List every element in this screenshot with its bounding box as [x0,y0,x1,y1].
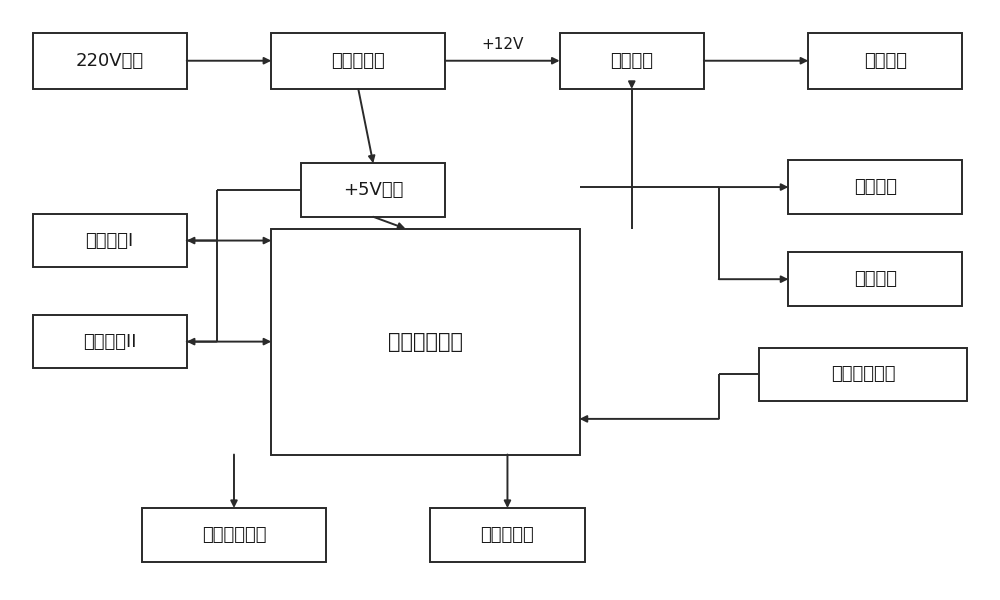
Bar [33,32,187,89]
Text: 加热系统: 加热系统 [854,178,897,196]
Bar [430,508,585,562]
Text: 220V电源: 220V电源 [76,52,144,70]
Text: 散热系统I: 散热系统I [86,232,134,250]
Text: 微电脑处理器: 微电脑处理器 [388,332,463,352]
Bar [560,32,704,89]
Bar [788,253,962,306]
Text: +12V: +12V [481,37,524,52]
Bar [33,315,187,368]
Text: 点火系统: 点火系统 [854,270,897,288]
Text: 档位系统: 档位系统 [610,52,653,70]
Bar [788,160,962,214]
Text: 温度采样系统: 温度采样系统 [831,365,895,383]
Text: 键触摸系统: 键触摸系统 [481,526,534,544]
Bar [271,32,445,89]
Text: 电源降压器: 电源降压器 [331,52,385,70]
Bar [271,229,580,455]
Bar [33,214,187,268]
Bar [808,32,962,89]
Bar [301,163,445,217]
Bar [759,347,967,401]
Text: +5V电源: +5V电源 [343,181,403,199]
Text: 温度显示系统: 温度显示系统 [202,526,266,544]
Text: 散热系统II: 散热系统II [83,332,136,350]
Text: 供油系统: 供油系统 [864,52,907,70]
Bar [142,508,326,562]
